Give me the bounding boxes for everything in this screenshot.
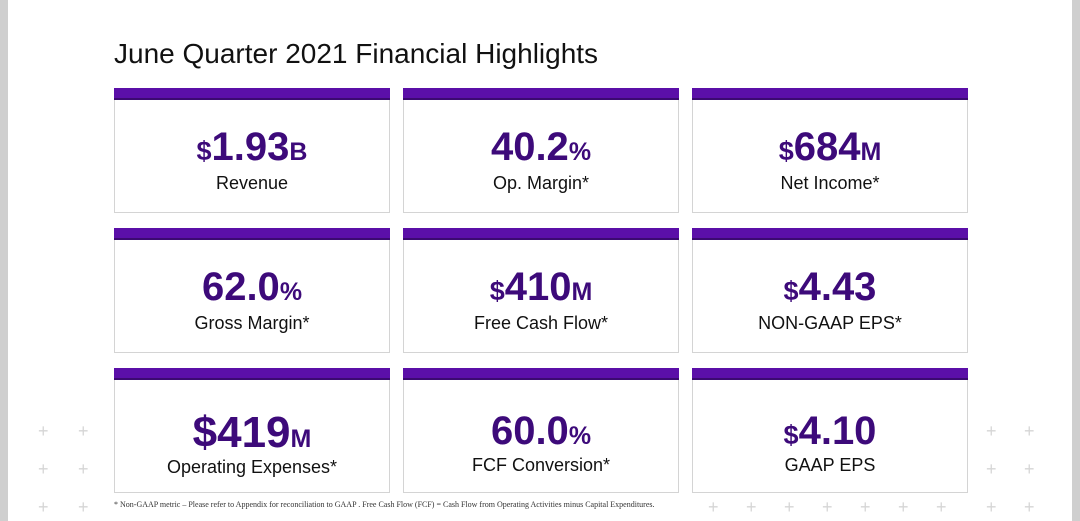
metric-label: Revenue: [215, 173, 289, 193]
metric-label: Net Income*: [780, 173, 880, 193]
metric-card-net-income: $684M Net Income*: [692, 88, 968, 213]
metric-card-operating-expenses: $419M Operating Expenses*: [114, 368, 390, 493]
metric-value: $419M: [192, 408, 312, 457]
metric-card-revenue: $1.93B Revenue: [114, 88, 390, 213]
metric-value: $4.43: [783, 265, 877, 309]
metric-label: Free Cash Flow*: [473, 313, 609, 333]
metric-value: 40.2%: [490, 125, 592, 169]
card-accent-bar: [114, 88, 390, 100]
card-accent-bar: [114, 228, 390, 240]
card-accent-bar: [114, 368, 390, 380]
metric-value: $4.10: [783, 409, 877, 453]
metric-value: 62.0%: [201, 265, 303, 309]
metric-value: $1.93B: [196, 125, 308, 169]
metric-label: FCF Conversion*: [471, 455, 611, 475]
footnote: * Non-GAAP metric – Please refer to Appe…: [114, 500, 655, 509]
metric-label: GAAP EPS: [784, 455, 876, 475]
card-accent-bar: [692, 228, 968, 240]
metric-card-op-margin: 40.2% Op. Margin*: [403, 88, 679, 213]
metric-label: Gross Margin*: [194, 313, 310, 333]
metric-label: Operating Expenses*: [166, 457, 338, 477]
card-accent-bar: [403, 88, 679, 100]
metric-label: NON-GAAP EPS*: [758, 313, 902, 333]
metric-value: $410M: [489, 265, 593, 309]
metric-label: Op. Margin*: [492, 173, 590, 193]
card-accent-bar: [403, 368, 679, 380]
slide-title: June Quarter 2021 Financial Highlights: [114, 38, 599, 69]
card-accent-bar: [403, 228, 679, 240]
metric-value: $684M: [778, 125, 882, 169]
metric-card-fcf-conversion: 60.0% FCF Conversion*: [403, 368, 679, 493]
metric-card-non-gaap-eps: $4.43 NON-GAAP EPS*: [692, 228, 968, 353]
metric-card-gaap-eps: $4.10 GAAP EPS: [692, 368, 968, 493]
slide: + + + + + + + + + + + + + + + + + + + June Quarte…: [8, 0, 1072, 521]
card-accent-bar: [692, 88, 968, 100]
card-accent-bar: [692, 368, 968, 380]
metric-card-free-cash-flow: $410M Free Cash Flow*: [403, 228, 679, 353]
metric-card-gross-margin: 62.0% Gross Margin*: [114, 228, 390, 353]
metric-value: 60.0%: [490, 409, 592, 453]
